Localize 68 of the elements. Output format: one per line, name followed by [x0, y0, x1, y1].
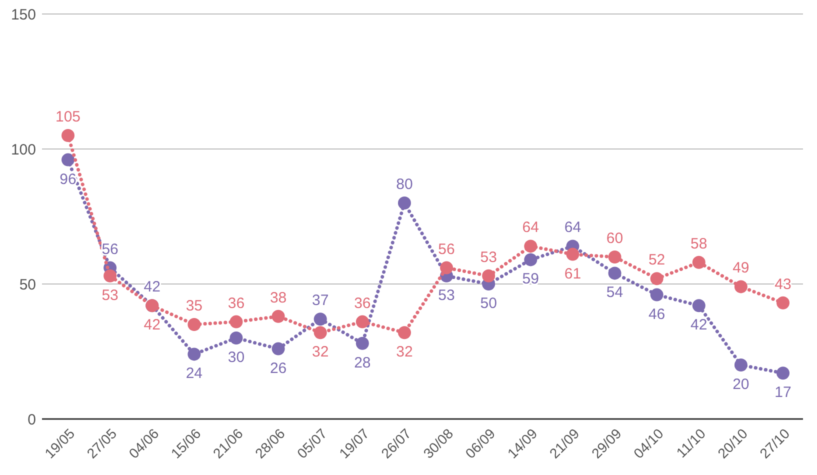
data-label: 20 — [732, 376, 750, 393]
data-label: 43 — [774, 276, 792, 293]
point — [62, 153, 74, 166]
data-label: 28 — [354, 354, 371, 372]
data-label: 53 — [102, 286, 118, 304]
point — [650, 288, 664, 302]
data-label: 42 — [144, 278, 160, 296]
data-label: 42 — [144, 316, 160, 334]
point — [776, 366, 790, 380]
point — [272, 310, 285, 323]
point — [566, 248, 580, 261]
point — [104, 269, 117, 282]
point — [650, 272, 664, 286]
data-label: 30 — [228, 349, 245, 366]
point — [776, 296, 790, 310]
point — [314, 326, 327, 340]
data-label: 58 — [690, 235, 708, 252]
data-label: 24 — [186, 365, 203, 382]
y-tick-label: 0 — [28, 411, 36, 428]
data-label: 36 — [354, 294, 371, 312]
y-tick-label: 150 — [10, 6, 36, 24]
point — [440, 261, 454, 274]
data-label: 64 — [564, 219, 582, 236]
data-label: 52 — [648, 252, 666, 269]
point — [314, 312, 327, 326]
data-label: 38 — [270, 289, 287, 306]
data-label: 61 — [564, 265, 582, 282]
data-label: 37 — [312, 292, 329, 310]
y-tick-label: 50 — [19, 276, 36, 294]
point — [62, 129, 74, 142]
data-label: 32 — [396, 344, 413, 361]
data-label: 53 — [480, 248, 497, 266]
data-label: 53 — [438, 286, 455, 304]
point — [524, 240, 538, 253]
data-label: 80 — [396, 176, 413, 193]
data-label: 32 — [312, 344, 329, 361]
point — [734, 280, 748, 294]
data-label: 105 — [55, 108, 81, 126]
data-label: 26 — [270, 360, 287, 377]
data-label: 46 — [648, 306, 666, 323]
data-label: 59 — [522, 270, 539, 288]
data-label: 64 — [522, 219, 539, 236]
point — [188, 318, 201, 331]
data-label: 17 — [774, 384, 792, 402]
point — [524, 253, 538, 266]
point — [608, 250, 622, 264]
data-label: 35 — [186, 298, 203, 314]
data-label: 42 — [690, 316, 708, 334]
point — [230, 332, 243, 344]
y-tick-label: 100 — [10, 141, 36, 158]
point — [734, 358, 748, 372]
point — [398, 196, 411, 210]
point — [188, 348, 201, 361]
point — [356, 315, 369, 328]
point — [692, 299, 706, 312]
data-label: 60 — [606, 230, 624, 247]
data-label: 50 — [480, 295, 497, 312]
point — [482, 269, 496, 282]
data-label: 56 — [438, 240, 455, 258]
point — [230, 315, 243, 328]
data-label: 36 — [228, 294, 245, 312]
point — [692, 256, 706, 269]
point — [356, 336, 369, 350]
data-label: 54 — [606, 284, 624, 302]
data-label: 49 — [732, 260, 750, 277]
point — [398, 326, 411, 340]
point — [272, 342, 285, 356]
point — [608, 266, 622, 280]
